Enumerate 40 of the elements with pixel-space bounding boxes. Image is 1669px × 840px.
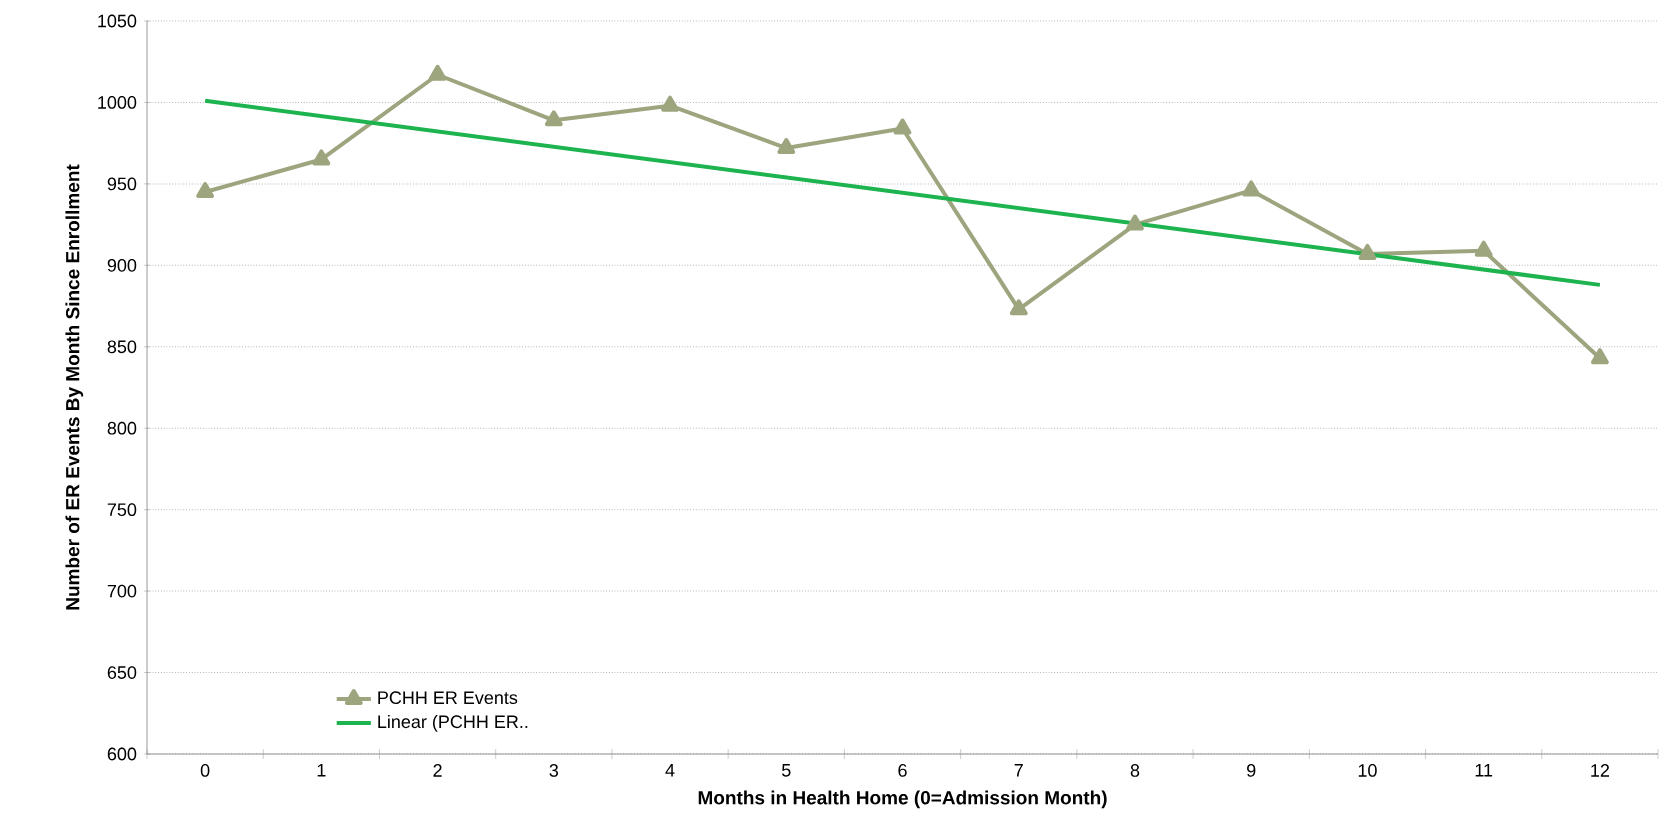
y-tick-label: 850 — [107, 340, 137, 354]
x-tick-label: 5 — [782, 764, 791, 777]
point — [1474, 240, 1493, 257]
point — [1358, 243, 1377, 260]
x-tick-label: 2 — [433, 764, 442, 777]
point — [196, 182, 215, 199]
point — [893, 118, 912, 135]
point — [1126, 214, 1144, 231]
y-tick-label: 600 — [107, 747, 137, 761]
x-tick-label: 10 — [1358, 764, 1377, 777]
y-tick-label: 750 — [107, 503, 137, 517]
point — [1590, 348, 1609, 365]
x-tick-label: 12 — [1591, 764, 1609, 777]
y-tick-label: 950 — [107, 177, 137, 191]
y-tick-label: 700 — [107, 584, 137, 598]
x-tick-label: 0 — [200, 764, 210, 777]
x-tick-label: 1 — [317, 764, 326, 777]
point — [544, 110, 563, 127]
x-tick-label: 9 — [1247, 764, 1256, 777]
x-tick-label: 3 — [549, 764, 559, 777]
legend-label: PCHH ER Events — [378, 691, 518, 705]
x-axis-title: Months in Health Home (0=Admission Month) — [698, 790, 1107, 809]
legend-label: Linear (PCHH ER.. — [378, 714, 528, 732]
point — [1242, 180, 1261, 197]
y-tick-label: 1000 — [98, 96, 137, 109]
x-tick-label: 7 — [1014, 764, 1023, 777]
y-tick-label: 1050 — [98, 14, 137, 28]
y-tick-label: 900 — [107, 258, 137, 272]
x-tick-label: 8 — [1130, 764, 1140, 777]
point — [777, 138, 796, 155]
point — [312, 149, 331, 166]
y-tick-label: 800 — [107, 421, 137, 435]
point — [1009, 299, 1028, 316]
y-axis-title: Number of ER Events By Month Since Enrollment — [65, 164, 84, 610]
y-tick-label: 650 — [107, 666, 137, 679]
point — [428, 64, 447, 81]
x-tick-label: 6 — [898, 764, 907, 777]
point — [661, 95, 679, 112]
x-tick-label: 4 — [665, 764, 675, 777]
x-tick-label: 11 — [1475, 764, 1493, 777]
